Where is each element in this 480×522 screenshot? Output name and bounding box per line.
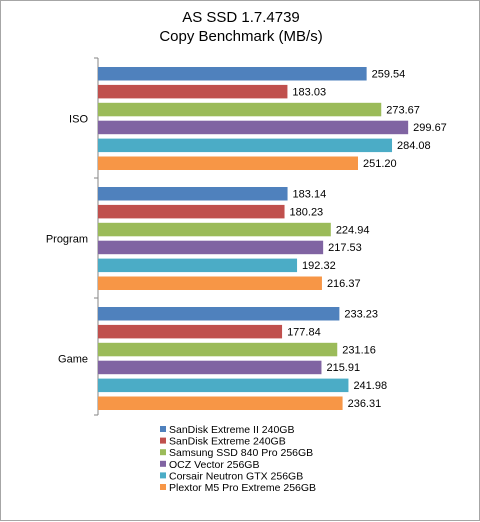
category-label-iso: ISO: [69, 114, 88, 126]
bar-iso-series-5: [98, 138, 393, 153]
data-label-iso-series-1: 259.54: [372, 69, 406, 81]
bar-iso-series-6: [98, 156, 358, 170]
legend-label-6: Plextor M5 Pro Extreme 256GB: [169, 482, 316, 494]
legend-swatch-6: [160, 484, 166, 490]
bar-game-series-6: [98, 396, 343, 410]
data-label-game-series-3: 231.16: [342, 344, 376, 356]
data-label-iso-series-2: 183.03: [292, 86, 326, 98]
category-label-program: Program: [46, 234, 88, 246]
data-label-game-series-4: 215.91: [326, 362, 360, 374]
data-label-iso-series-5: 284.08: [397, 140, 431, 152]
data-label-program-series-1: 183.14: [293, 189, 327, 201]
data-label-game-series-5: 241.98: [353, 380, 387, 392]
bar-program-series-5: [98, 258, 298, 273]
legend-swatch-1: [160, 426, 166, 432]
bar-program-series-6: [98, 276, 322, 290]
bar-game-series-4: [98, 360, 322, 375]
bar-game-series-3: [98, 342, 338, 357]
data-label-game-series-6: 236.31: [348, 398, 382, 410]
bar-program-series-3: [98, 222, 331, 237]
data-label-program-series-5: 192.32: [302, 260, 336, 272]
bar-iso-series-2: [98, 84, 288, 99]
category-label-game: Game: [58, 354, 88, 366]
data-label-program-series-4: 217.53: [328, 242, 362, 254]
data-label-program-series-3: 224.94: [336, 224, 370, 236]
data-label-program-series-2: 180.23: [290, 206, 324, 218]
bar-game-series-5: [98, 378, 349, 393]
bar-game-series-2: [98, 324, 283, 339]
legend-swatch-5: [160, 472, 166, 479]
legend-label-4: OCZ Vector 256GB: [169, 459, 259, 471]
legend-swatch-3: [160, 449, 166, 456]
chart-subtitle: Copy Benchmark (MB/s): [159, 28, 323, 45]
legend-label-5: Corsair Neutron GTX 256GB: [169, 470, 303, 482]
legend-swatch-4: [160, 460, 166, 467]
bar-iso-series-4: [98, 120, 409, 135]
legend-label-3: Samsung SSD 840 Pro 256GB: [169, 447, 313, 459]
data-label-iso-series-4: 299.67: [413, 122, 447, 134]
data-label-iso-series-6: 251.20: [363, 158, 397, 170]
legend-swatch-2: [160, 437, 166, 444]
bar-game-series-1: [98, 307, 340, 321]
data-label-program-series-6: 216.37: [327, 278, 361, 290]
data-label-iso-series-3: 273.67: [386, 104, 420, 116]
chart-title: AS SSD 1.7.4739: [182, 9, 300, 26]
bar-iso-series-1: [98, 67, 367, 81]
bar-program-series-2: [98, 204, 285, 219]
legend-label-1: SanDisk Extreme II 240GB: [169, 424, 294, 436]
bar-program-series-1: [98, 187, 288, 201]
bar-program-series-4: [98, 240, 324, 255]
bar-iso-series-3: [98, 102, 382, 117]
legend-label-2: SanDisk Extreme 240GB: [169, 436, 286, 448]
data-label-game-series-2: 177.84: [287, 326, 321, 338]
data-label-game-series-1: 233.23: [344, 309, 378, 321]
